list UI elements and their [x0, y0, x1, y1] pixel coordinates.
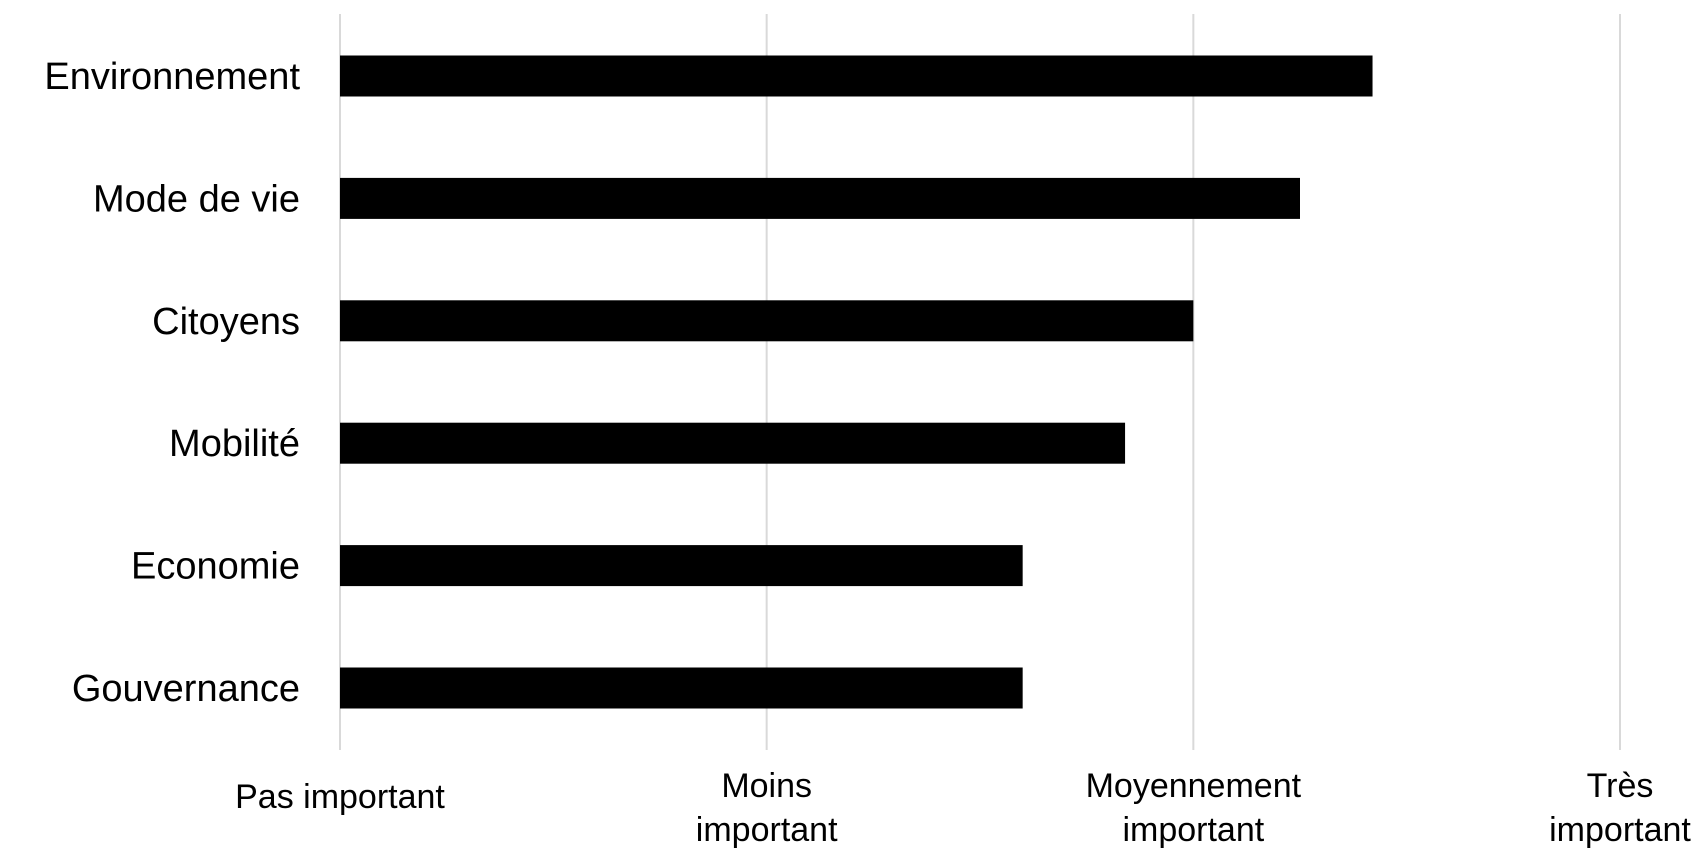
x-tick-label-line: important: [1122, 811, 1264, 849]
category-label: Gouvernance: [72, 668, 300, 710]
category-label: Economie: [131, 546, 300, 588]
category-labels: Environnement Mode de vie Citoyens Mobilité…: [44, 56, 300, 710]
bar-mobilit-: [340, 422, 1126, 464]
x-tick-label-line: Moyennement: [1086, 767, 1302, 805]
bar-environnement: [340, 55, 1373, 97]
x-tick-label-1: Moins important: [696, 767, 838, 849]
x-tick-label-0: Pas important: [235, 778, 445, 816]
gridlines: [339, 14, 1621, 750]
bar-economie: [340, 545, 1023, 587]
x-tick-label-3: Très important: [1549, 767, 1691, 849]
category-label: Citoyens: [152, 301, 300, 343]
bar-gouvernance: [340, 667, 1023, 709]
x-tick-label-line: important: [696, 811, 838, 849]
x-tick-label-2: Moyennement important: [1086, 767, 1302, 849]
bar-citoyens: [340, 300, 1194, 342]
x-axis-tick-labels: Pas important Moins important Moyennement im…: [235, 767, 1691, 849]
category-label: Mode de vie: [93, 178, 300, 220]
x-tick-label-line: Moins: [721, 767, 812, 805]
bars: [340, 55, 1373, 709]
x-tick-label-line: important: [1549, 811, 1691, 849]
bar-mode-de-vie: [340, 177, 1300, 219]
x-tick-label-line: Très: [1587, 767, 1654, 805]
x-tick-label-line: Pas important: [235, 778, 445, 816]
category-label: Mobilité: [169, 423, 300, 465]
category-label: Environnement: [44, 56, 300, 98]
